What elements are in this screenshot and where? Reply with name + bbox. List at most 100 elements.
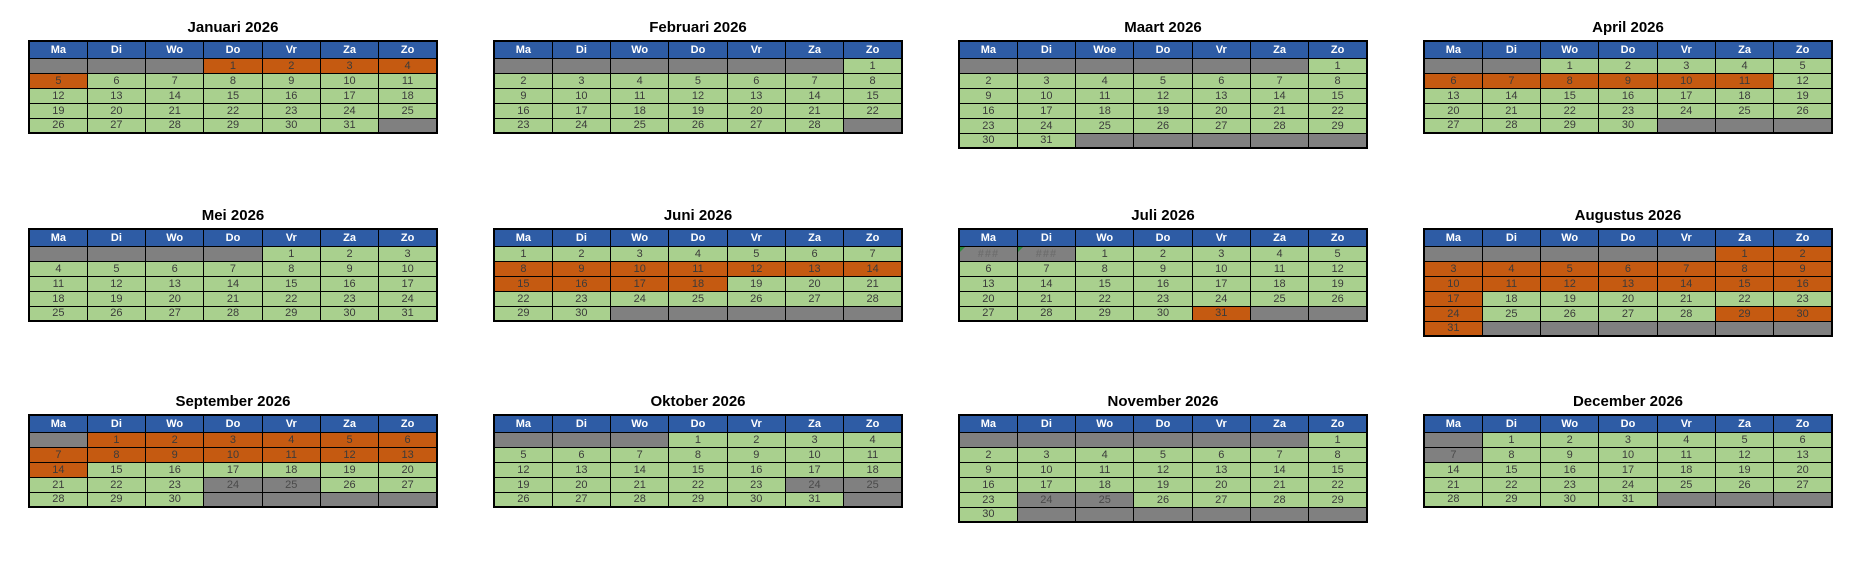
highlighted-day-cell[interactable]: 13 <box>1598 275 1658 292</box>
day-cell[interactable]: 25 <box>1656 476 1716 493</box>
blocked-day-cell[interactable]: 24 <box>1016 491 1077 508</box>
day-cell[interactable]: 16 <box>1540 461 1600 478</box>
highlighted-day-cell[interactable]: 2 <box>261 57 321 74</box>
highlighted-day-cell[interactable]: 10 <box>610 260 670 277</box>
day-cell[interactable]: 20 <box>1191 102 1251 119</box>
day-cell[interactable]: 12 <box>1308 260 1368 277</box>
day-cell[interactable]: 16 <box>958 476 1018 493</box>
day-cell[interactable]: 24 <box>378 290 438 307</box>
day-cell[interactable]: 17 <box>1656 87 1716 104</box>
day-cell[interactable]: 19 <box>1133 102 1193 119</box>
day-cell[interactable]: 18 <box>28 290 88 307</box>
highlighted-day-cell[interactable]: 11 <box>668 260 728 277</box>
day-cell[interactable]: 22 <box>493 290 553 307</box>
day-cell[interactable]: 4 <box>28 260 88 277</box>
empty-cell[interactable] <box>378 491 438 508</box>
day-cell[interactable]: 7 <box>145 72 205 89</box>
day-cell[interactable]: 3 <box>610 245 670 262</box>
empty-cell[interactable] <box>261 491 321 508</box>
day-cell[interactable]: 14 <box>1481 87 1542 104</box>
empty-cell[interactable] <box>1423 57 1483 74</box>
highlighted-day-cell[interactable]: 12 <box>319 446 380 463</box>
day-cell[interactable]: 2 <box>1540 431 1600 448</box>
day-cell[interactable]: 15 <box>1308 461 1368 478</box>
highlighted-day-cell[interactable]: 5 <box>28 72 88 89</box>
day-cell[interactable]: 28 <box>28 491 88 508</box>
empty-cell[interactable] <box>784 57 845 74</box>
highlighted-day-cell[interactable]: 4 <box>1481 260 1542 277</box>
highlighted-day-cell[interactable]: 8 <box>86 446 147 463</box>
day-cell[interactable]: 21 <box>1481 102 1542 119</box>
day-cell[interactable]: 20 <box>551 476 612 493</box>
day-cell[interactable]: 9 <box>1133 260 1193 277</box>
highlighted-day-cell[interactable]: 1 <box>203 57 263 74</box>
empty-cell[interactable] <box>319 491 380 508</box>
empty-cell[interactable] <box>1016 431 1077 448</box>
highlighted-day-cell[interactable]: 1 <box>86 431 147 448</box>
day-cell[interactable]: 16 <box>145 461 205 478</box>
empty-cell[interactable] <box>1481 320 1542 337</box>
day-cell[interactable]: 17 <box>1016 476 1077 493</box>
highlighted-day-cell[interactable]: 5 <box>1540 260 1600 277</box>
day-cell[interactable]: 11 <box>1075 87 1135 104</box>
highlighted-day-cell[interactable]: 4 <box>261 431 321 448</box>
highlighted-day-cell[interactable]: 14 <box>843 260 903 277</box>
day-cell[interactable]: 16 <box>726 461 786 478</box>
day-cell[interactable]: 5 <box>668 72 728 89</box>
day-cell[interactable]: 28 <box>1249 491 1310 508</box>
day-cell[interactable]: 20 <box>378 461 438 478</box>
day-cell[interactable]: 30 <box>551 305 612 322</box>
highlighted-day-cell[interactable]: 2 <box>1773 245 1833 262</box>
day-cell[interactable]: 19 <box>493 476 553 493</box>
day-cell[interactable]: 29 <box>493 305 553 322</box>
day-cell[interactable]: 10 <box>1016 87 1077 104</box>
day-cell[interactable]: 20 <box>1773 461 1833 478</box>
day-cell[interactable]: 14 <box>1249 461 1310 478</box>
day-cell[interactable]: 30 <box>958 132 1018 149</box>
day-cell[interactable]: 8 <box>843 72 903 89</box>
empty-cell[interactable] <box>1249 57 1310 74</box>
highlighted-day-cell[interactable]: 9 <box>145 446 205 463</box>
day-cell[interactable]: 20 <box>1423 102 1483 119</box>
empty-cell[interactable] <box>1249 132 1310 149</box>
day-cell[interactable]: 2 <box>319 245 380 262</box>
day-cell[interactable]: 1 <box>1308 57 1368 74</box>
highlighted-day-cell[interactable]: 15 <box>1714 275 1775 292</box>
empty-cell[interactable] <box>1133 132 1193 149</box>
blocked-day-cell[interactable]: 25 <box>261 476 321 493</box>
day-cell[interactable]: 14 <box>1016 275 1077 292</box>
day-cell[interactable]: 27 <box>378 476 438 493</box>
day-cell[interactable]: 4 <box>1249 245 1310 262</box>
day-cell[interactable]: 7 <box>843 245 903 262</box>
highlighted-day-cell[interactable]: 6 <box>378 431 438 448</box>
overflow-cell[interactable]: ### <box>958 245 1018 262</box>
empty-cell[interactable] <box>1423 431 1483 448</box>
day-cell[interactable]: 19 <box>1308 275 1368 292</box>
empty-cell[interactable] <box>1714 491 1775 508</box>
day-cell[interactable]: 8 <box>203 72 263 89</box>
highlighted-day-cell[interactable]: 10 <box>1656 72 1716 89</box>
empty-cell[interactable] <box>1016 57 1077 74</box>
day-cell[interactable]: 13 <box>1191 461 1251 478</box>
empty-cell[interactable] <box>1308 305 1368 322</box>
day-cell[interactable]: 22 <box>668 476 728 493</box>
day-cell[interactable]: 6 <box>86 72 147 89</box>
highlighted-day-cell[interactable]: 6 <box>1423 72 1483 89</box>
day-cell[interactable]: 19 <box>668 102 728 119</box>
day-cell[interactable]: 8 <box>1481 446 1542 463</box>
day-cell[interactable]: 2 <box>493 72 553 89</box>
empty-cell[interactable] <box>1423 245 1483 262</box>
empty-cell[interactable] <box>958 57 1018 74</box>
day-cell[interactable]: 27 <box>1598 305 1658 322</box>
empty-cell[interactable] <box>1598 320 1658 337</box>
day-cell[interactable]: 24 <box>551 117 612 134</box>
empty-cell[interactable] <box>1598 245 1658 262</box>
day-cell[interactable]: 26 <box>1308 290 1368 307</box>
day-cell[interactable]: 9 <box>958 87 1018 104</box>
day-cell[interactable]: 21 <box>145 102 205 119</box>
day-cell[interactable]: 17 <box>378 275 438 292</box>
empty-cell[interactable] <box>145 245 205 262</box>
empty-cell[interactable] <box>610 305 670 322</box>
empty-cell[interactable] <box>1656 117 1716 134</box>
day-cell[interactable]: 1 <box>1308 431 1368 448</box>
